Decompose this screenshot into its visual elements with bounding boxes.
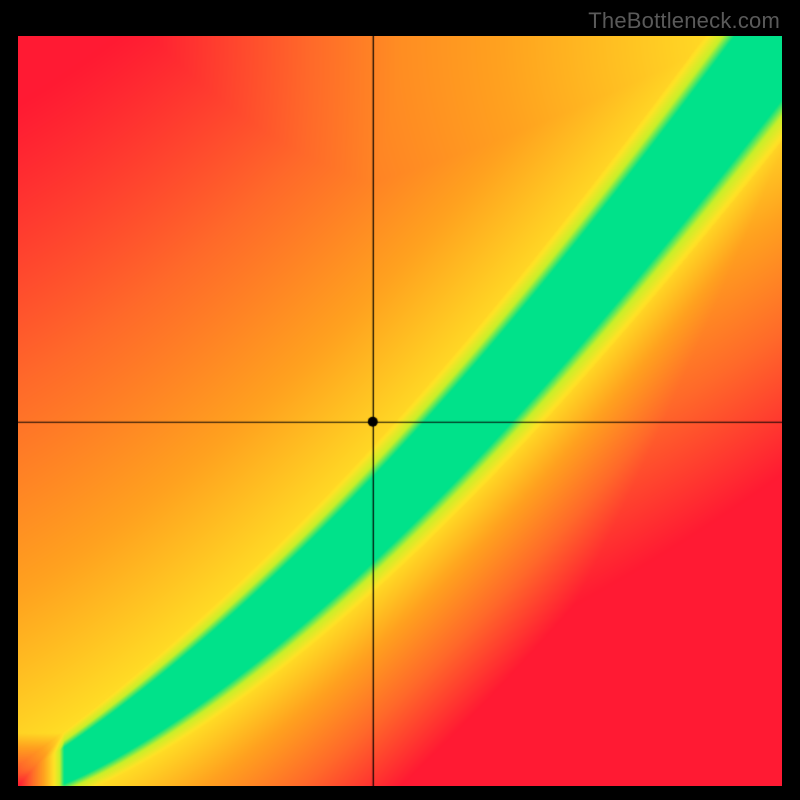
chart-container: TheBottleneck.com (0, 0, 800, 800)
heatmap-canvas (18, 36, 782, 786)
watermark-label: TheBottleneck.com (588, 8, 780, 34)
